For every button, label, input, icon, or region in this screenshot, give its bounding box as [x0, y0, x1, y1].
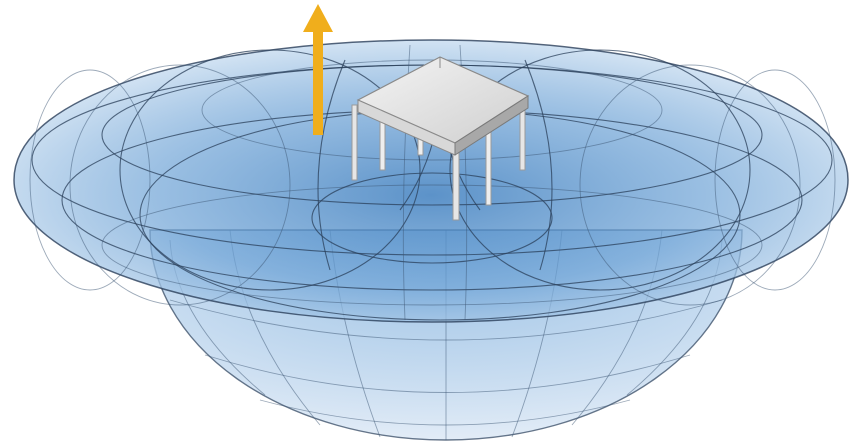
direction-arrow	[303, 4, 333, 135]
access-point-device	[351, 56, 530, 221]
